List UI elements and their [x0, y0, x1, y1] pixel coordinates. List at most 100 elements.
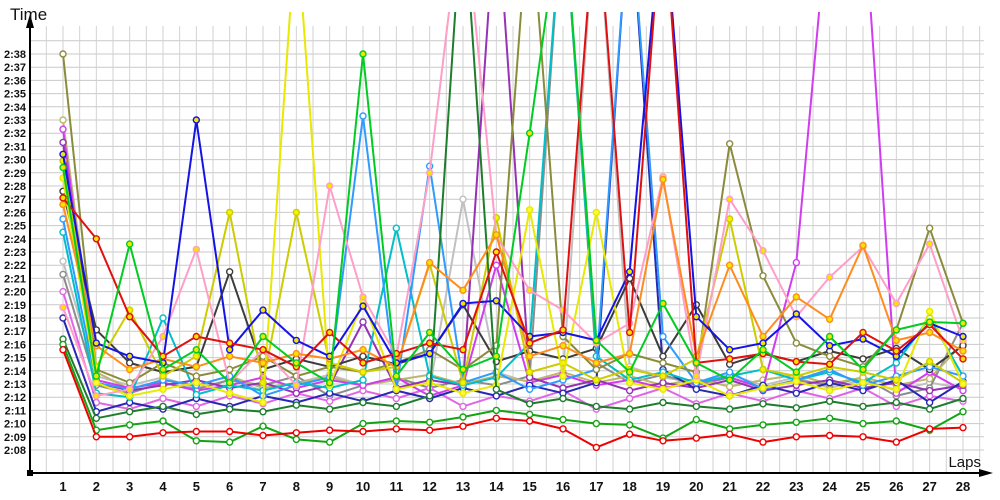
data-point-red	[292, 429, 301, 437]
x-tick-label: 3	[126, 479, 133, 494]
data-point-green	[159, 365, 167, 374]
data-point-blue	[359, 302, 367, 310]
data-point-bottom-green	[592, 419, 601, 428]
data-point-magenta	[792, 258, 801, 267]
data-point-dark-gray	[859, 355, 867, 363]
data-point-bottom-green	[892, 417, 901, 425]
data-point-pink	[359, 293, 367, 301]
data-point-dark-yellow	[592, 376, 601, 384]
data-point-dark-red	[792, 357, 801, 366]
data-point-dark-green	[959, 394, 967, 403]
data-point-orange	[125, 365, 134, 374]
data-point-dark-red	[325, 328, 334, 337]
y-tick-label: 2:37	[4, 62, 26, 74]
y-tick-label: 2:22	[4, 260, 26, 272]
x-tick-label: 17	[589, 479, 603, 494]
data-point-bottom-green	[825, 414, 834, 422]
data-point-purple	[359, 318, 367, 326]
data-point-pink	[892, 299, 901, 308]
data-point-pink	[425, 169, 434, 177]
data-point-orange	[825, 315, 834, 323]
data-point-red	[425, 426, 434, 434]
data-point-red	[59, 346, 67, 354]
data-point-cyan	[192, 390, 201, 399]
data-point-dark-red	[859, 328, 867, 337]
data-point-yellow	[725, 392, 734, 400]
data-point-blue	[225, 346, 234, 354]
data-point-blue	[59, 150, 67, 159]
x-tick-label: 27	[922, 479, 936, 494]
data-point-green	[725, 376, 734, 384]
data-point-silver	[459, 195, 467, 203]
data-point-sky-blue	[725, 368, 734, 376]
data-point-blue	[625, 268, 634, 276]
data-point-blue	[292, 336, 301, 345]
data-point-yellow	[392, 385, 401, 393]
data-point-dark-red	[259, 346, 267, 354]
y-tick-label: 2:09	[4, 432, 26, 444]
y-tick-label: 2:25	[4, 221, 26, 233]
data-point-red	[259, 431, 267, 440]
data-point-orange	[459, 286, 467, 294]
data-point-dark-red	[425, 339, 434, 347]
data-point-olive	[825, 352, 834, 360]
x-tick-label: 19	[656, 479, 670, 494]
data-point-dark-yellow	[525, 368, 534, 376]
data-point-dark-green	[792, 404, 801, 412]
data-point-yellow	[659, 385, 667, 393]
data-point-dark-red	[725, 355, 734, 363]
data-point-bottom-green	[525, 410, 534, 419]
data-point-pink	[59, 303, 67, 312]
data-point-blue	[859, 335, 867, 343]
data-point-red	[125, 433, 134, 441]
data-point-pink	[192, 245, 201, 254]
data-point-dark-gray	[659, 352, 667, 360]
data-point-blue	[959, 332, 967, 341]
data-point-green	[359, 50, 367, 58]
data-point-dark-gray	[225, 268, 234, 276]
data-point-dark-green	[725, 405, 734, 413]
data-point-green	[659, 299, 667, 308]
data-point-green	[325, 379, 334, 387]
data-point-dark-green	[492, 385, 501, 393]
y-axis-title: Time	[10, 5, 47, 24]
data-point-bottom-green	[425, 418, 434, 426]
data-point-orange	[925, 328, 934, 337]
data-point-navy	[925, 398, 934, 407]
y-tick-label: 2:10	[4, 419, 26, 431]
data-point-dark-red	[92, 235, 101, 243]
data-point-pale-khaki	[59, 116, 67, 124]
data-point-yellow	[459, 389, 467, 397]
data-point-blue	[259, 306, 267, 314]
data-point-navy	[692, 385, 701, 393]
data-point-violet	[325, 397, 334, 405]
series-red	[59, 346, 967, 452]
x-tick-label: 15	[522, 479, 536, 494]
y-tick-label: 2:16	[4, 339, 26, 351]
data-point-cyan	[359, 376, 367, 384]
y-tick-label: 2:23	[4, 247, 26, 259]
data-point-red	[825, 431, 834, 440]
data-point-olive	[659, 359, 667, 367]
data-point-olive	[59, 50, 67, 58]
data-point-yellow	[259, 398, 267, 407]
data-point-bottom-green	[259, 422, 267, 430]
data-point-green	[892, 326, 901, 334]
y-tick-label: 2:33	[4, 115, 26, 127]
data-point-olive	[759, 272, 767, 280]
data-point-dark-green	[259, 408, 267, 416]
y-tick-label: 2:08	[4, 445, 26, 457]
y-tick-label: 2:34	[4, 102, 27, 114]
data-point-dark-red	[125, 313, 134, 321]
y-tick-label: 2:28	[4, 181, 26, 193]
data-point-red	[92, 433, 101, 441]
data-point-navy	[792, 389, 801, 397]
data-point-red	[792, 433, 801, 441]
data-point-magenta	[59, 125, 67, 133]
y-tick-label: 2:11	[5, 405, 26, 417]
data-point-silver	[59, 257, 67, 265]
data-point-violet	[59, 287, 67, 296]
y-tick-label: 2:27	[4, 194, 26, 206]
data-point-yellow	[159, 385, 167, 393]
data-point-bottom-green	[759, 421, 767, 429]
